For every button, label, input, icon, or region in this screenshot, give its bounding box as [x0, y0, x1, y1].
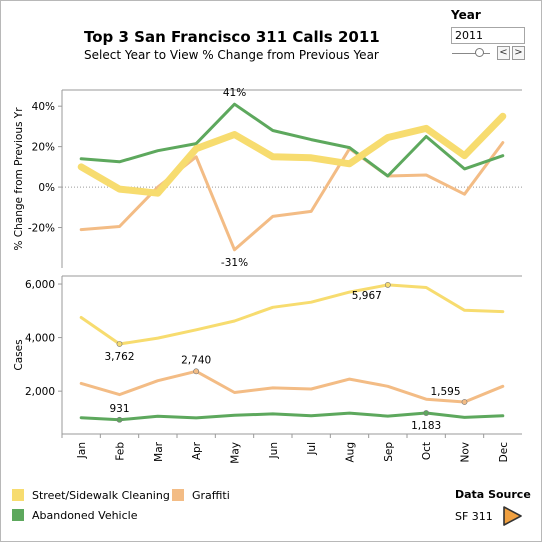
data-source-link[interactable]: SF 311: [455, 510, 493, 523]
x-tick-label: Aug: [345, 442, 357, 463]
x-tick-label: Jan: [76, 442, 88, 459]
legend-swatch-graffiti: [172, 489, 184, 501]
data-point-marker: [116, 341, 123, 347]
legend-item-street-cleaning[interactable]: Street/Sidewalk Cleaning: [12, 489, 170, 502]
x-tick-label: Sep: [383, 442, 395, 462]
data-label: 1,595: [430, 386, 460, 398]
data-point-marker: [423, 410, 430, 416]
year-prev-button[interactable]: <: [497, 46, 510, 60]
data-point-marker: [461, 399, 468, 405]
y-tick-label-pct: 0%: [38, 182, 55, 194]
series-line-abandoned-vehicle-cases: [79, 411, 505, 422]
play-triangle-icon[interactable]: [501, 505, 523, 527]
x-tick-label: Feb: [115, 442, 127, 461]
legend-label-abandoned-vehicle: Abandoned Vehicle: [32, 509, 138, 522]
x-tick-label: Jul: [306, 442, 318, 456]
y-tick-label-cases: 6,000: [25, 279, 55, 291]
y-tick-label-cases: 2,000: [25, 386, 55, 398]
year-slider-track[interactable]: [452, 53, 490, 54]
y-tick-label-pct: -20%: [28, 223, 55, 235]
legend-swatch-street-cleaning: [12, 489, 24, 501]
data-label: 5,967: [352, 290, 382, 302]
data-point-marker: [193, 368, 200, 375]
series-line-street-sidewalk-cleaning-cases: [79, 283, 505, 346]
series-line-graffiti-cases: [79, 369, 505, 404]
y-axis-title-cases: Cases: [13, 339, 25, 370]
x-tick-label: May: [230, 442, 242, 464]
data-point-marker: [384, 282, 391, 288]
dashboard-title: Top 3 San Francisco 311 Calls 2011: [84, 28, 380, 46]
dashboard-subtitle: Select Year to View % Change from Previo…: [84, 48, 379, 62]
data-label: 1,183: [411, 420, 441, 432]
year-filter-label: Year: [451, 8, 481, 22]
y-axis-title-pct: % Change from Previous Yr: [13, 107, 25, 251]
y-tick-label-pct: 20%: [32, 142, 55, 154]
legend-item-abandoned-vehicle[interactable]: Abandoned Vehicle: [12, 509, 138, 522]
legend-item-graffiti[interactable]: Graffiti: [172, 489, 230, 502]
data-source-title: Data Source: [455, 488, 531, 501]
data-label: 3,762: [104, 351, 134, 363]
year-next-button[interactable]: >: [512, 46, 525, 60]
legend-label-graffiti: Graffiti: [192, 489, 230, 502]
year-slider-thumb[interactable]: [475, 48, 484, 57]
x-tick-label: Nov: [460, 442, 472, 463]
series-line-street-sidewalk-cleaning-pct: [77, 112, 507, 197]
series-line-abandoned-vehicle-pct: [79, 102, 505, 178]
data-label: 2,740: [181, 354, 211, 366]
data-point-marker: [116, 416, 123, 423]
y-tick-label-pct: 40%: [32, 101, 55, 113]
x-tick-label: Mar: [153, 441, 165, 461]
x-tick-label: Jun: [268, 442, 280, 459]
legend-label-street-cleaning: Street/Sidewalk Cleaning: [32, 489, 170, 502]
x-tick-label: Dec: [498, 442, 510, 463]
x-tick-label: Oct: [421, 442, 433, 460]
legend-swatch-abandoned-vehicle: [12, 509, 24, 521]
data-label: 41%: [223, 87, 246, 99]
y-tick-label-cases: 4,000: [25, 333, 55, 345]
year-select[interactable]: 2011: [451, 27, 525, 44]
data-label: 931: [109, 403, 129, 415]
data-label: -31%: [221, 257, 248, 269]
x-tick-label: Apr: [191, 441, 203, 460]
